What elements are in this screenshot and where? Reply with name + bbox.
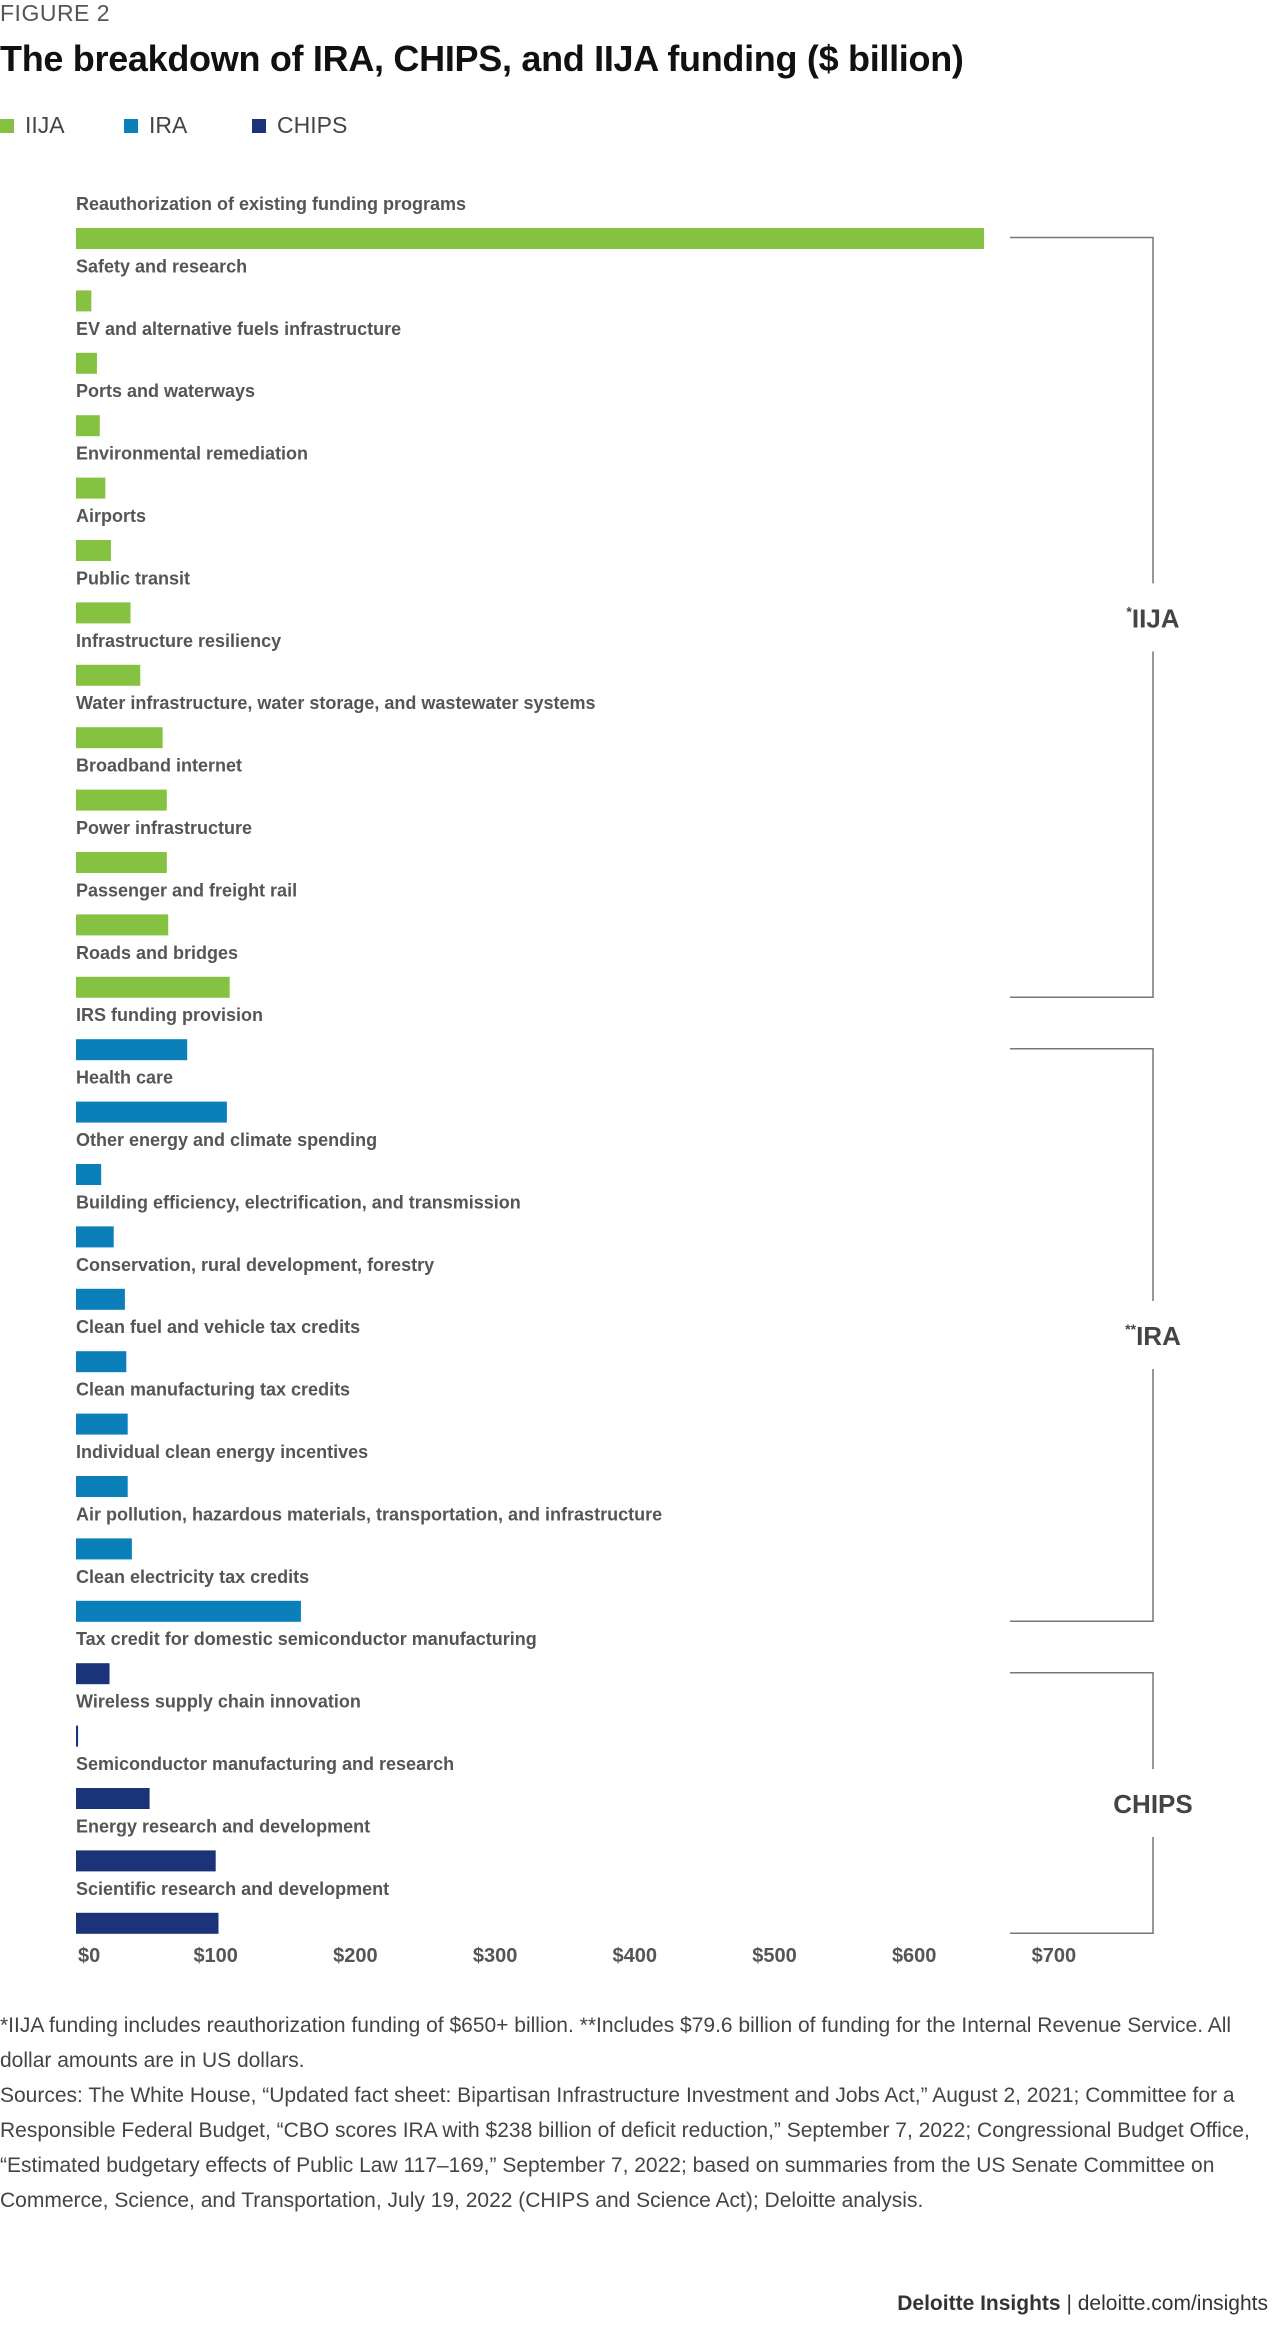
bar-infrastructure-resiliency [76, 664, 141, 686]
x-tick-600: $600 [892, 1945, 937, 1967]
bracket-label-marker-ira: ** [1125, 1321, 1136, 1337]
category-label-broadband-internet: Broadband internet [76, 756, 242, 776]
bracket-label-text-ira: IRA [1136, 1321, 1181, 1351]
legend: IIJA IRA CHIPS [0, 112, 347, 139]
x-tick-0: $0 [78, 1945, 100, 1967]
footer-brand: Deloitte Insights [897, 2292, 1061, 2315]
bar-ev-and-alternative-fuels-infrastructure [76, 352, 97, 374]
legend-label-ira: IRA [149, 112, 188, 138]
category-label-tax-credit-for-domestic-semiconductor-manufacturing: Tax credit for domestic semiconductor ma… [76, 1629, 537, 1649]
bar-tax-credit-for-domestic-semiconductor-manufacturing [76, 1663, 110, 1685]
legend-item-chips: CHIPS [252, 112, 347, 139]
bar-conservation-rural-development-forestry [76, 1288, 125, 1310]
bar-other-energy-and-climate-spending [76, 1164, 102, 1185]
category-label-individual-clean-energy-incentives: Individual clean energy incentives [76, 1442, 368, 1462]
legend-item-ira: IRA [124, 112, 252, 139]
category-label-semiconductor-manufacturing-and-research: Semiconductor manufacturing and research [76, 1754, 454, 1774]
legend-swatch-iija [0, 118, 14, 133]
category-label-building-efficiency-electrification-and-transmission: Building efficiency, electrification, an… [76, 1192, 521, 1212]
bar-air-pollution-hazardous-materials-transportation-and-infrastructure [76, 1538, 132, 1560]
category-label-safety-and-research: Safety and research [76, 256, 247, 276]
bracket-label-ira: **IRA [1125, 1321, 1181, 1351]
legend-label-chips: CHIPS [277, 112, 348, 138]
legend-swatch-chips [252, 118, 266, 133]
bar-environmental-remediation [76, 477, 106, 499]
bar-clean-electricity-tax-credits [76, 1600, 301, 1622]
category-label-reauthorization-of-existing-funding-programs: Reauthorization of existing funding prog… [76, 194, 466, 214]
category-label-conservation-rural-development-forestry: Conservation, rural development, forestr… [76, 1255, 434, 1275]
bar-energy-research-and-development [76, 1850, 216, 1872]
bracket-chips [1010, 1671, 1154, 1935]
bar-wireless-supply-chain-innovation [76, 1725, 79, 1747]
category-label-clean-electricity-tax-credits: Clean electricity tax credits [76, 1567, 309, 1587]
bar-water-infrastructure-water-storage-and-wastewater-systems [76, 727, 163, 749]
category-label-irs-funding-provision: IRS funding provision [76, 1005, 263, 1025]
bar-clean-manufacturing-tax-credits [76, 1413, 128, 1435]
category-label-roads-and-bridges: Roads and bridges [76, 943, 238, 963]
category-label-water-infrastructure-water-storage-and-wastewater-systems: Water infrastructure, water storage, and… [76, 693, 596, 713]
bar-ports-and-waterways [76, 415, 100, 437]
bar-scientific-research-and-development [76, 1912, 219, 1934]
category-label-environmental-remediation: Environmental remediation [76, 444, 308, 464]
bracket-label-marker-iija: * [1126, 603, 1132, 619]
chart-notes: *IIJA funding includes reauthorization f… [0, 2008, 1260, 2218]
bar-irs-funding-provision [76, 1039, 188, 1061]
category-label-air-pollution-hazardous-materials-transportation-and-infrastructure: Air pollution, hazardous materials, tran… [76, 1504, 662, 1524]
category-label-infrastructure-resiliency: Infrastructure resiliency [76, 631, 281, 651]
x-tick-100: $100 [193, 1945, 238, 1967]
footnote: *IIJA funding includes reauthorization f… [0, 2014, 1232, 2072]
bracket-ira [1010, 1047, 1154, 1623]
bar-chart: Reauthorization of existing funding prog… [76, 194, 1193, 1967]
category-label-energy-research-and-development: Energy research and development [76, 1816, 370, 1836]
footer-separator: | [1060, 2292, 1078, 2315]
x-tick-200: $200 [333, 1945, 378, 1967]
bar-airports [76, 540, 111, 561]
category-label-health-care: Health care [76, 1068, 173, 1088]
category-label-clean-manufacturing-tax-credits: Clean manufacturing tax credits [76, 1380, 350, 1400]
sources-note: Sources: The White House, “Updated fact … [0, 2084, 1250, 2212]
bar-roads-and-bridges [76, 976, 230, 998]
footer-url: deloitte.com/insights [1077, 2292, 1268, 2315]
x-tick-400: $400 [613, 1945, 658, 1967]
x-tick-700: $700 [1032, 1945, 1077, 1967]
figure-label: FIGURE 2 [0, 0, 111, 26]
bar-clean-fuel-and-vehicle-tax-credits [76, 1351, 127, 1373]
legend-swatch-ira [124, 118, 138, 133]
legend-item-iija: IIJA [0, 112, 124, 139]
bracket-label-chips: CHIPS [1113, 1789, 1192, 1819]
category-label-power-infrastructure: Power infrastructure [76, 818, 252, 838]
category-label-ev-and-alternative-fuels-infrastructure: EV and alternative fuels infrastructure [76, 319, 401, 339]
bar-power-infrastructure [76, 852, 167, 873]
bar-individual-clean-energy-incentives [76, 1476, 128, 1497]
bar-semiconductor-manufacturing-and-research [76, 1788, 150, 1809]
category-label-airports: Airports [76, 506, 146, 526]
bar-reauthorization-of-existing-funding-programs [76, 228, 985, 249]
chart-title: The breakdown of IRA, CHIPS, and IIJA fu… [0, 38, 964, 79]
category-label-clean-fuel-and-vehicle-tax-credits: Clean fuel and vehicle tax credits [76, 1317, 360, 1337]
bracket-label-iija: *IIJA [1126, 603, 1179, 633]
category-label-other-energy-and-climate-spending: Other energy and climate spending [76, 1130, 377, 1150]
bar-public-transit [76, 602, 131, 624]
category-label-wireless-supply-chain-innovation: Wireless supply chain innovation [76, 1692, 361, 1712]
category-label-passenger-and-freight-rail: Passenger and freight rail [76, 880, 297, 900]
bracket-label-text-iija: IIJA [1132, 603, 1180, 633]
bar-broadband-internet [76, 789, 167, 811]
x-tick-500: $500 [752, 1945, 797, 1967]
category-label-public-transit: Public transit [76, 568, 190, 588]
bar-health-care [76, 1101, 227, 1123]
footer-credit: Deloitte Insights | deloitte.com/insight… [897, 2292, 1268, 2316]
bracket-iija [1010, 236, 1154, 999]
bar-building-efficiency-electrification-and-transmission [76, 1226, 114, 1248]
category-label-ports-and-waterways: Ports and waterways [76, 381, 255, 401]
bar-safety-and-research [76, 290, 92, 312]
category-label-scientific-research-and-development: Scientific research and development [76, 1879, 389, 1899]
legend-label-iija: IIJA [25, 112, 65, 138]
bar-passenger-and-freight-rail [76, 914, 169, 936]
x-tick-300: $300 [473, 1945, 518, 1967]
